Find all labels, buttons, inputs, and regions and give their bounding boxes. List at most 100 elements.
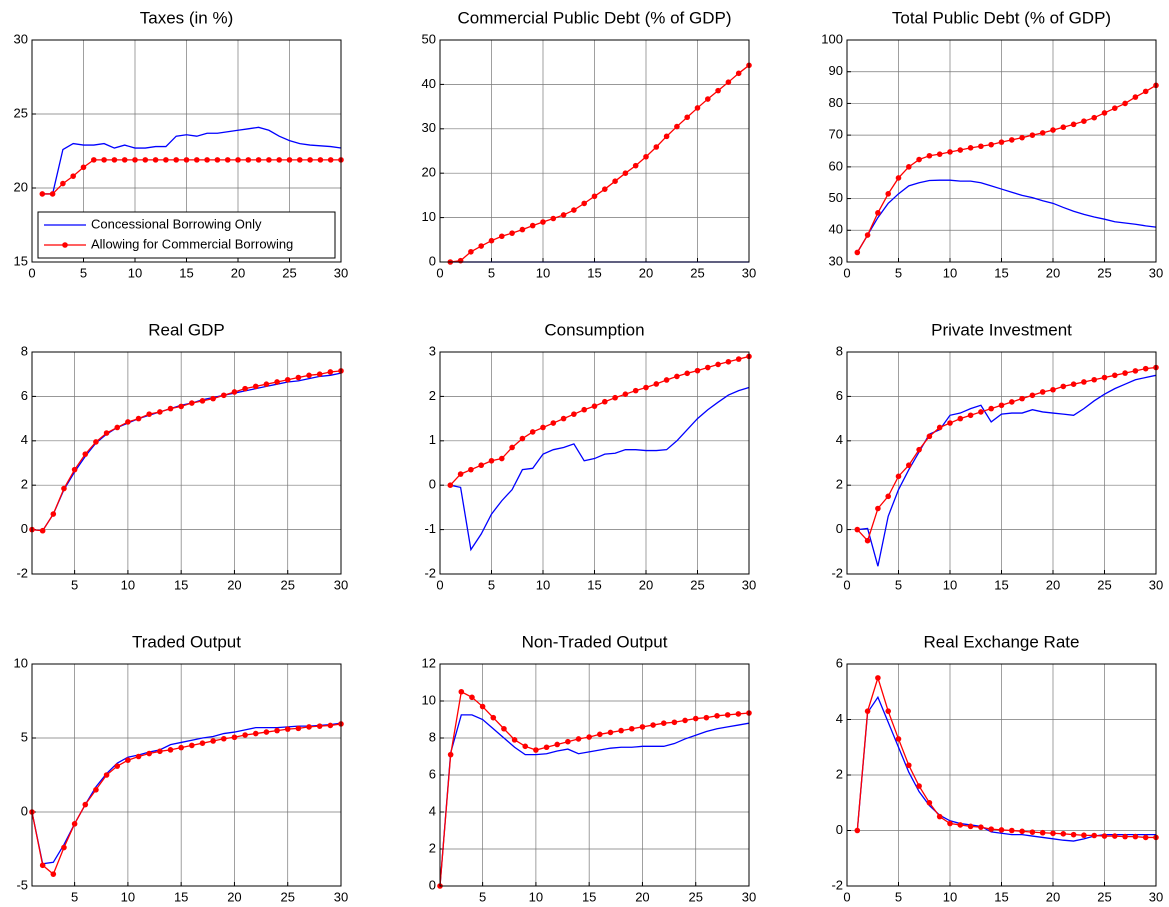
x-tick-label: 25 bbox=[690, 265, 704, 280]
series-marker bbox=[1039, 829, 1046, 836]
x-tick-label: 15 bbox=[582, 889, 596, 904]
x-tick-label: 20 bbox=[227, 889, 241, 904]
x-tick-label: 30 bbox=[1149, 265, 1163, 280]
series-marker bbox=[231, 389, 238, 395]
series-marker bbox=[50, 871, 57, 877]
y-tick-label: 8 bbox=[429, 729, 436, 744]
series-marker bbox=[306, 372, 312, 379]
series-marker bbox=[735, 711, 742, 717]
series-marker bbox=[1091, 832, 1097, 839]
legend-box bbox=[37, 211, 336, 259]
series-marker bbox=[1050, 386, 1056, 393]
plot-frame bbox=[846, 39, 1157, 263]
x-tick-label: 5 bbox=[895, 577, 902, 592]
series-marker bbox=[316, 723, 323, 729]
series-marker bbox=[639, 724, 646, 730]
series-marker bbox=[468, 466, 474, 473]
series-marker bbox=[705, 96, 711, 102]
x-tick-label: 25 bbox=[1097, 577, 1111, 592]
series-marker bbox=[178, 744, 184, 751]
series-marker bbox=[114, 763, 121, 769]
series-marker bbox=[735, 356, 742, 362]
series-marker bbox=[478, 243, 485, 249]
series-marker bbox=[591, 193, 598, 200]
x-tick-label: 25 bbox=[1097, 265, 1111, 280]
series-marker bbox=[499, 455, 505, 462]
series-marker bbox=[1070, 121, 1077, 128]
series-marker bbox=[146, 411, 153, 417]
x-tick-label: 0 bbox=[28, 265, 35, 280]
y-tick-label: 0 bbox=[429, 877, 436, 892]
y-tick-label: -2 bbox=[424, 565, 436, 580]
y-tick-label: 2 bbox=[429, 840, 436, 855]
series-marker bbox=[220, 392, 227, 399]
series-marker bbox=[998, 402, 1005, 409]
series-marker bbox=[885, 191, 891, 197]
y-tick-label: 6 bbox=[836, 655, 843, 670]
series-marker bbox=[988, 826, 994, 832]
series-marker bbox=[245, 157, 252, 163]
series-marker bbox=[1060, 124, 1067, 131]
y-tick-label: 8 bbox=[21, 343, 28, 358]
series-marker bbox=[529, 222, 536, 229]
series-marker bbox=[111, 157, 118, 163]
series-marker bbox=[1081, 379, 1087, 385]
series-marker bbox=[242, 732, 248, 738]
x-tick-label: 30 bbox=[742, 889, 756, 904]
subplot: Total Public Debt (% of GDP) 0 5 10 15 20 25 30… bbox=[821, 8, 1163, 280]
chart-title: Non-Traded Output bbox=[522, 632, 668, 651]
series-marker bbox=[612, 394, 618, 401]
y-tick-label: 20 bbox=[422, 165, 436, 180]
x-tick-label: 25 bbox=[690, 577, 704, 592]
series-marker bbox=[458, 688, 465, 695]
series-marker bbox=[447, 482, 454, 489]
y-tick-label: 6 bbox=[429, 766, 436, 781]
x-tick-label: 10 bbox=[529, 889, 543, 904]
series-marker bbox=[1019, 395, 1025, 402]
x-tick-label: 0 bbox=[436, 265, 443, 280]
plot-frame bbox=[31, 663, 342, 887]
series-marker bbox=[511, 737, 518, 743]
series-marker bbox=[967, 145, 974, 151]
series-marker bbox=[947, 820, 953, 827]
series-marker bbox=[967, 823, 974, 830]
series-marker bbox=[189, 400, 195, 406]
x-tick-label: 10 bbox=[943, 265, 957, 280]
series-marker bbox=[125, 757, 131, 763]
series-marker bbox=[522, 743, 529, 750]
chart-title: Traded Output bbox=[132, 632, 241, 651]
y-tick-label: 0 bbox=[429, 253, 436, 268]
subplot: Taxes (in %) 0 5 10 15 20 25 30 15 20 25 30 Concessi… bbox=[14, 8, 349, 280]
y-tick-label: 0 bbox=[836, 521, 843, 536]
series-marker bbox=[875, 675, 881, 681]
x-tick-label: 10 bbox=[121, 577, 135, 592]
series-marker bbox=[1019, 828, 1025, 835]
series-marker bbox=[509, 444, 515, 451]
series-marker bbox=[632, 162, 639, 169]
series-marker bbox=[1122, 833, 1128, 840]
series-marker bbox=[457, 257, 464, 264]
x-tick-label: 20 bbox=[227, 577, 241, 592]
series-marker bbox=[875, 505, 881, 512]
series-marker bbox=[705, 364, 711, 371]
y-tick-label: 30 bbox=[829, 253, 843, 268]
series-marker bbox=[560, 212, 567, 218]
series-marker bbox=[61, 844, 67, 851]
series-marker bbox=[93, 439, 99, 445]
x-tick-label: 15 bbox=[994, 265, 1008, 280]
series-marker bbox=[1122, 100, 1128, 107]
series-marker bbox=[632, 387, 639, 394]
series-marker bbox=[988, 405, 994, 412]
series-marker bbox=[618, 727, 624, 734]
y-tick-label: 4 bbox=[429, 803, 436, 818]
y-tick-label: 25 bbox=[14, 105, 28, 120]
plot-frame bbox=[31, 39, 342, 263]
y-tick-label: 60 bbox=[829, 158, 843, 173]
x-tick-label: 10 bbox=[128, 265, 142, 280]
series-marker bbox=[715, 87, 721, 94]
series-marker bbox=[39, 527, 46, 534]
x-tick-label: 5 bbox=[488, 577, 495, 592]
y-tick-label: 50 bbox=[422, 31, 436, 46]
series-marker bbox=[135, 415, 142, 422]
